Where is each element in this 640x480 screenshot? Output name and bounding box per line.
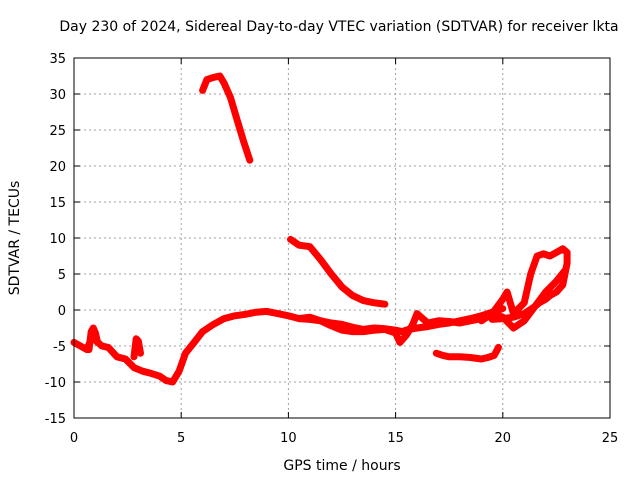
- track-upper-loop: [477, 245, 571, 325]
- y-axis-label: SDTVAR / TECUs: [7, 181, 23, 296]
- x-tick-label: 0: [70, 431, 78, 446]
- x-tick-label: 5: [177, 431, 185, 446]
- x-tick-label: 10: [280, 431, 297, 446]
- y-tick-label: 15: [49, 196, 66, 211]
- y-tick-label: 0: [58, 304, 66, 319]
- x-tick-label: 15: [387, 431, 404, 446]
- y-tick-label: 30: [49, 88, 66, 103]
- x-tick-label: 25: [602, 431, 619, 446]
- plot-frame: [73, 57, 611, 419]
- grid: [74, 58, 610, 418]
- track-low-segment: [432, 343, 502, 363]
- y-tick-label: 5: [58, 268, 66, 283]
- x-tick-label: 20: [495, 431, 512, 446]
- y-tick-label: -15: [45, 412, 66, 427]
- y-tick-label: 35: [49, 52, 66, 67]
- x-axis-label: GPS time / hours: [283, 458, 400, 474]
- y-tick-label: 25: [49, 124, 66, 139]
- track-spike-3: [130, 335, 144, 361]
- y-tick-label: -10: [45, 376, 66, 391]
- y-tick-label: 10: [49, 232, 66, 247]
- y-tick-label: 20: [49, 160, 66, 175]
- track-main: [70, 305, 507, 386]
- axis-ticks: 0 5 10 15 20 25 -15 -10 -5 0 5 10 15 20 25 30 35: [45, 52, 619, 446]
- y-tick-label: -5: [53, 340, 66, 355]
- data-series: [70, 72, 571, 386]
- track-high-arc: [199, 72, 254, 164]
- chart-title: Day 230 of 2024, Sidereal Day-to-day VTE…: [59, 19, 618, 35]
- track-spike-1: [85, 324, 102, 354]
- track-lower-loop: [295, 266, 569, 346]
- track-mid-arc: [287, 235, 389, 308]
